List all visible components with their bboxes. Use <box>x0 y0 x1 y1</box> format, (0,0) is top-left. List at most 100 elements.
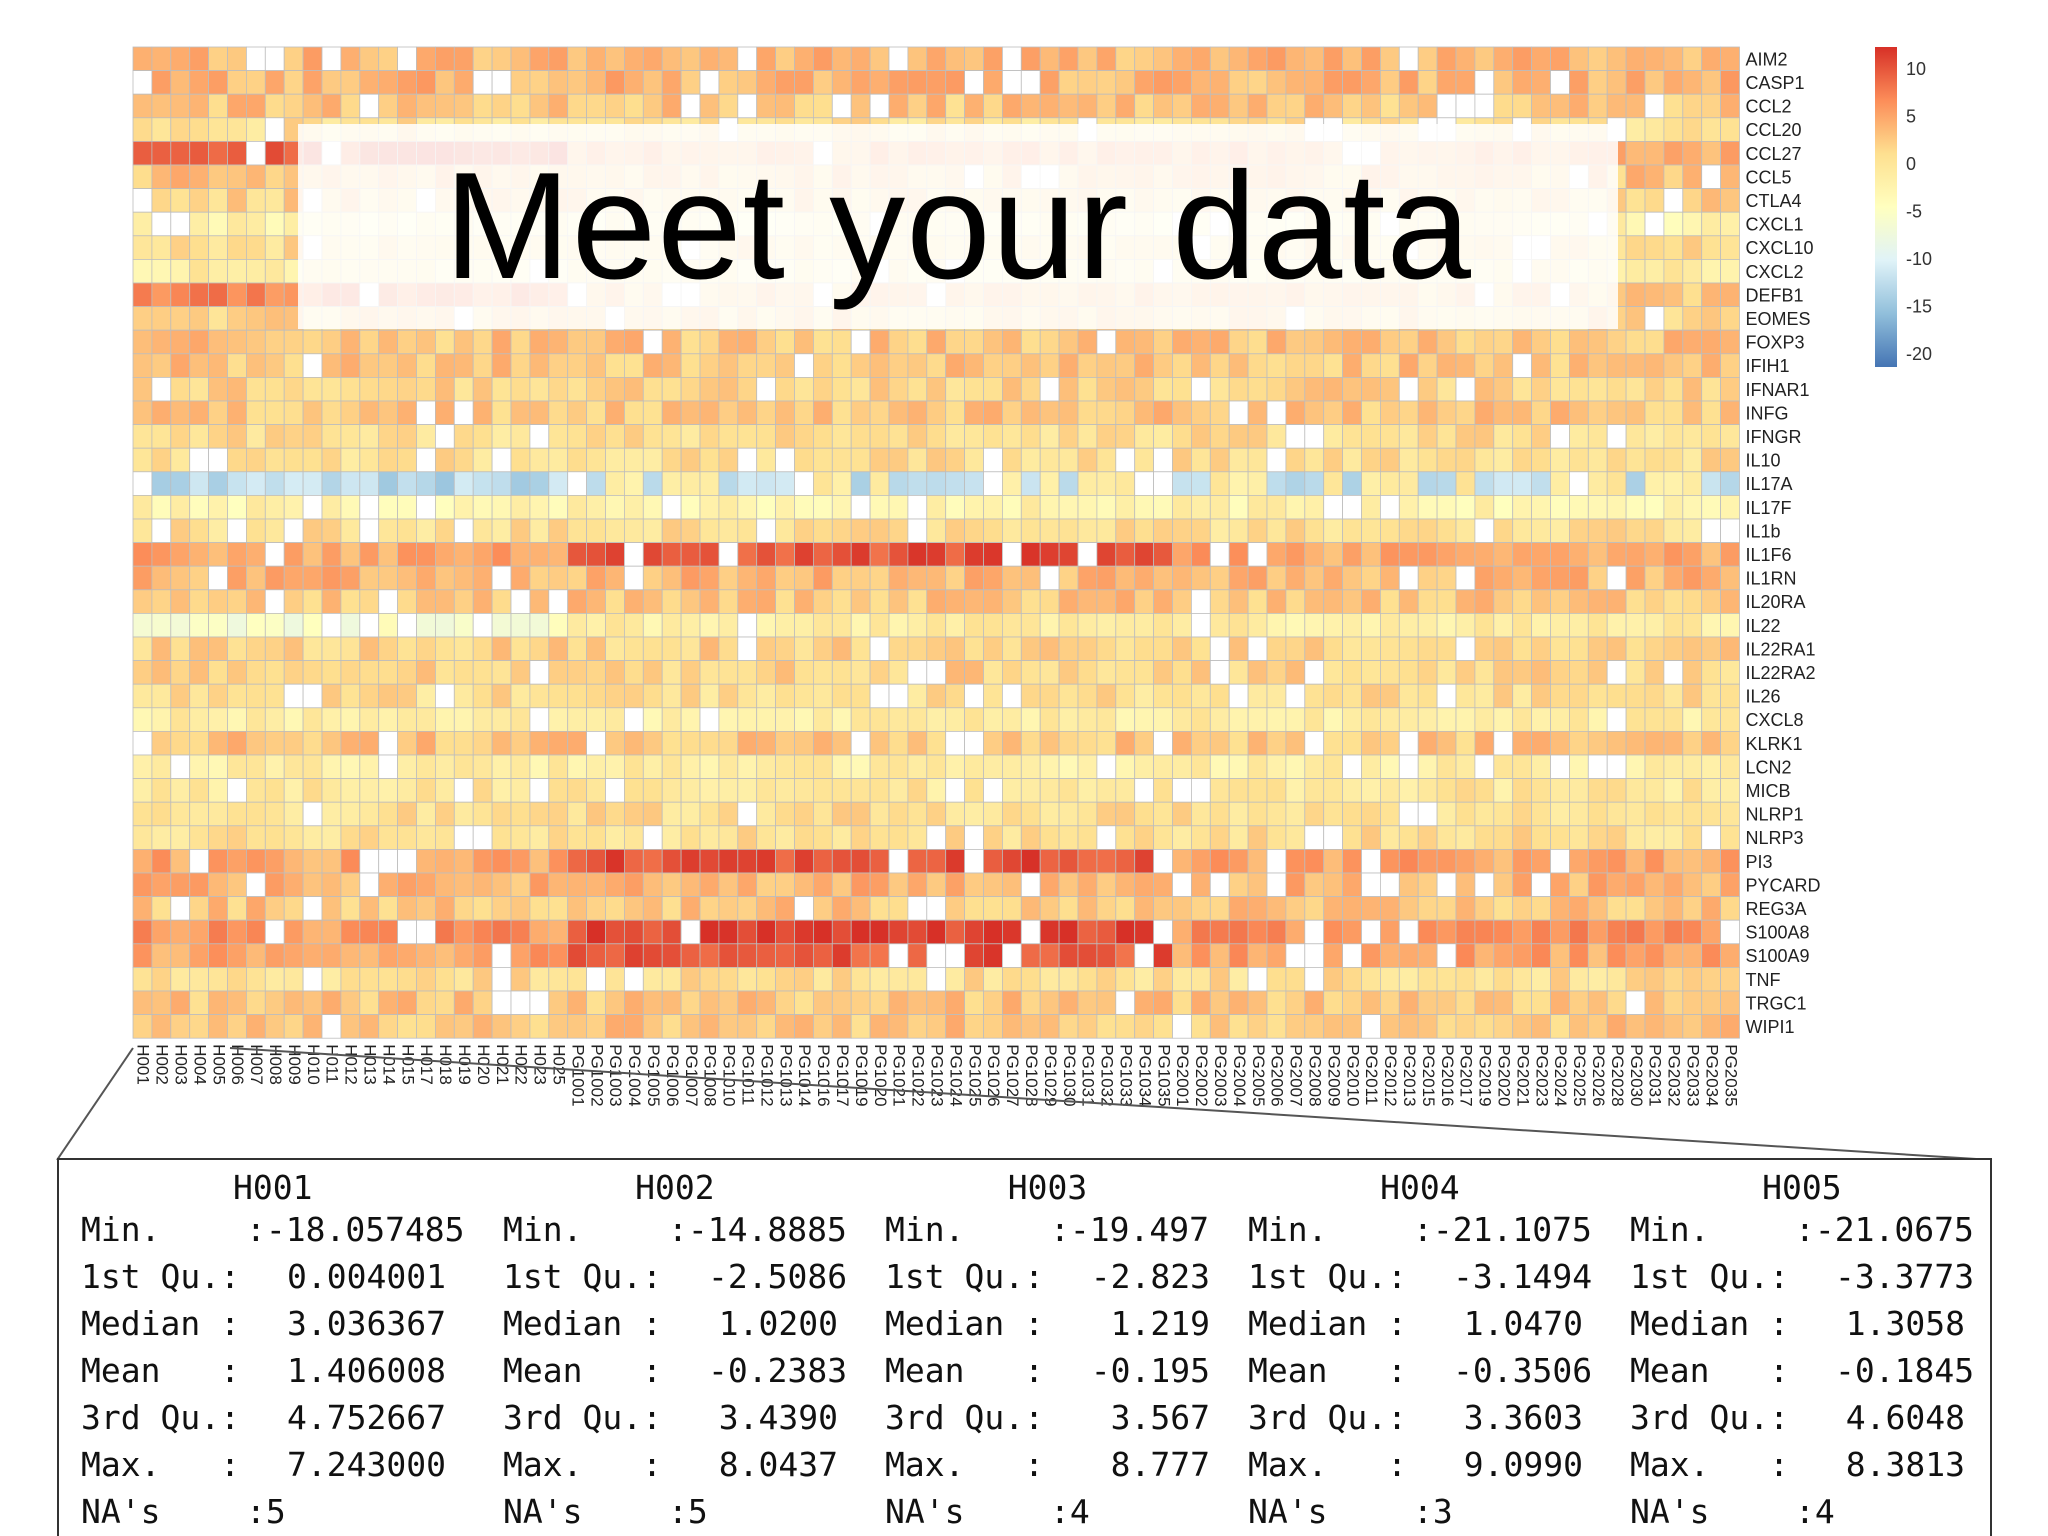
heatmap-cell <box>661 353 682 378</box>
heatmap-cell <box>227 282 247 308</box>
heatmap-cell <box>1569 896 1589 921</box>
column-label: PG2024 <box>1551 1044 1570 1106</box>
heatmap-cell <box>1039 70 1060 95</box>
heatmap-cell <box>680 801 701 827</box>
row-label: DEFB1 <box>1746 285 1804 305</box>
heatmap-cell <box>1285 613 1306 638</box>
heatmap-cell <box>1587 636 1608 662</box>
heatmap-cell <box>1002 707 1022 732</box>
heatmap-cell <box>1172 943 1192 968</box>
summary-column-title: H003 <box>1007 1168 1088 1207</box>
heatmap-cell <box>1682 990 1703 1016</box>
heatmap-cell <box>737 683 758 709</box>
heatmap-cell <box>775 376 795 402</box>
heatmap-cell <box>1663 140 1684 166</box>
heatmap-cell <box>378 778 399 803</box>
heatmap-cell <box>1020 376 1041 402</box>
heatmap-cell <box>1361 801 1381 827</box>
heatmap-cell <box>208 282 228 308</box>
heatmap-cell <box>964 801 984 827</box>
heatmap-cell <box>794 943 814 968</box>
heatmap-cell <box>1663 565 1684 591</box>
heatmap-cell <box>416 471 436 496</box>
heatmap-cell <box>1077 849 1098 874</box>
heatmap-cell <box>491 801 512 827</box>
heatmap-cell <box>132 235 153 260</box>
heatmap-cell <box>189 117 209 142</box>
heatmap-cell <box>699 660 720 685</box>
heatmap-cell <box>416 707 436 732</box>
heatmap-cell <box>548 754 569 780</box>
row-label: IL17A <box>1746 474 1793 494</box>
heatmap-cell <box>1228 518 1249 544</box>
heatmap-cell <box>1701 306 1721 331</box>
heatmap-cell <box>850 70 871 95</box>
heatmap-cell <box>1474 778 1495 803</box>
column-label: H011 <box>323 1044 342 1083</box>
heatmap-cell <box>1228 919 1249 945</box>
summary-value: 1.0470 <box>1463 1304 1583 1343</box>
row-label: CTLA4 <box>1746 191 1802 211</box>
heatmap-cell <box>1625 731 1646 756</box>
heatmap-cell <box>1625 613 1646 638</box>
heatmap-cell <box>1569 376 1589 402</box>
heatmap-cell <box>1663 990 1684 1016</box>
heatmap-cell <box>359 400 380 426</box>
heatmap-cell <box>227 70 247 95</box>
heatmap-cell <box>945 919 966 945</box>
heatmap-cell <box>813 919 833 945</box>
heatmap-cell <box>737 801 758 827</box>
heatmap-cell <box>189 589 209 614</box>
heatmap-cell <box>1436 424 1457 449</box>
heatmap-cell <box>624 589 644 614</box>
heatmap-cell <box>1002 353 1022 378</box>
heatmap-cell <box>1720 494 1740 520</box>
heatmap-cell <box>926 471 947 496</box>
heatmap-cell <box>1493 424 1514 449</box>
heatmap-cell <box>208 801 228 827</box>
heatmap-cell <box>189 825 209 850</box>
heatmap-cell <box>1304 849 1325 874</box>
heatmap-cell <box>661 919 682 945</box>
heatmap-cell <box>1398 683 1419 709</box>
heatmap-cell <box>227 660 247 685</box>
heatmap-cell <box>189 140 209 166</box>
heatmap-cell <box>1606 70 1627 95</box>
heatmap-cell <box>264 46 285 72</box>
heatmap-cell <box>1228 636 1249 662</box>
heatmap-cell <box>397 990 417 1016</box>
heatmap-cell <box>1077 967 1098 992</box>
heatmap-cell <box>1247 778 1268 803</box>
heatmap-cell <box>1172 825 1192 850</box>
summary-value: :-14.8885 <box>668 1210 847 1249</box>
heatmap-cell <box>680 1014 701 1039</box>
heatmap-cell <box>813 494 833 520</box>
heatmap-cell <box>189 329 209 355</box>
heatmap-cell <box>567 683 588 709</box>
heatmap-cell <box>1285 849 1306 874</box>
heatmap-cell <box>434 754 455 780</box>
row-label: IL26 <box>1746 687 1781 707</box>
heatmap-cell <box>151 707 172 732</box>
heatmap-cell <box>397 518 417 544</box>
heatmap-cell <box>302 967 323 992</box>
heatmap-cell <box>1701 376 1721 402</box>
column-label: H006 <box>228 1044 247 1085</box>
heatmap-cell <box>1058 471 1079 496</box>
heatmap-cell <box>1361 778 1381 803</box>
heatmap-cell <box>775 849 795 874</box>
heatmap-cell <box>283 990 304 1016</box>
heatmap-cell <box>1266 494 1287 520</box>
heatmap-cell <box>1285 990 1306 1016</box>
column-label: PG1032 <box>1098 1044 1117 1106</box>
heatmap-cell <box>321 825 342 850</box>
heatmap-cell <box>1569 825 1589 850</box>
heatmap-cell <box>831 400 852 426</box>
row-label: IFNGR <box>1746 427 1802 447</box>
heatmap-cell <box>1361 542 1381 567</box>
heatmap-cell <box>1153 93 1173 119</box>
heatmap-cell <box>1644 683 1665 709</box>
heatmap-cell <box>378 707 399 732</box>
heatmap-cell <box>548 872 569 898</box>
heatmap-cell <box>907 471 928 496</box>
